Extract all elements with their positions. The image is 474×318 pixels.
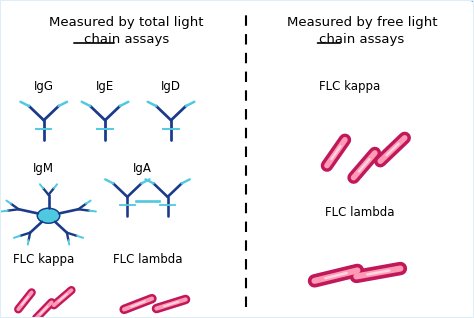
Text: IgA: IgA (133, 162, 152, 175)
Text: IgM: IgM (33, 162, 55, 175)
Text: IgG: IgG (34, 80, 54, 93)
Text: Measured by total light
chain assays: Measured by total light chain assays (49, 16, 203, 45)
Text: IgD: IgD (161, 80, 181, 93)
Text: FLC kappa: FLC kappa (319, 80, 381, 93)
Text: IgE: IgE (96, 80, 114, 93)
Text: FLC kappa: FLC kappa (13, 253, 74, 266)
Text: FLC lambda: FLC lambda (113, 253, 182, 266)
Text: Measured by free light
chain assays: Measured by free light chain assays (287, 16, 437, 45)
Text: FLC lambda: FLC lambda (325, 206, 394, 219)
Circle shape (37, 208, 60, 223)
